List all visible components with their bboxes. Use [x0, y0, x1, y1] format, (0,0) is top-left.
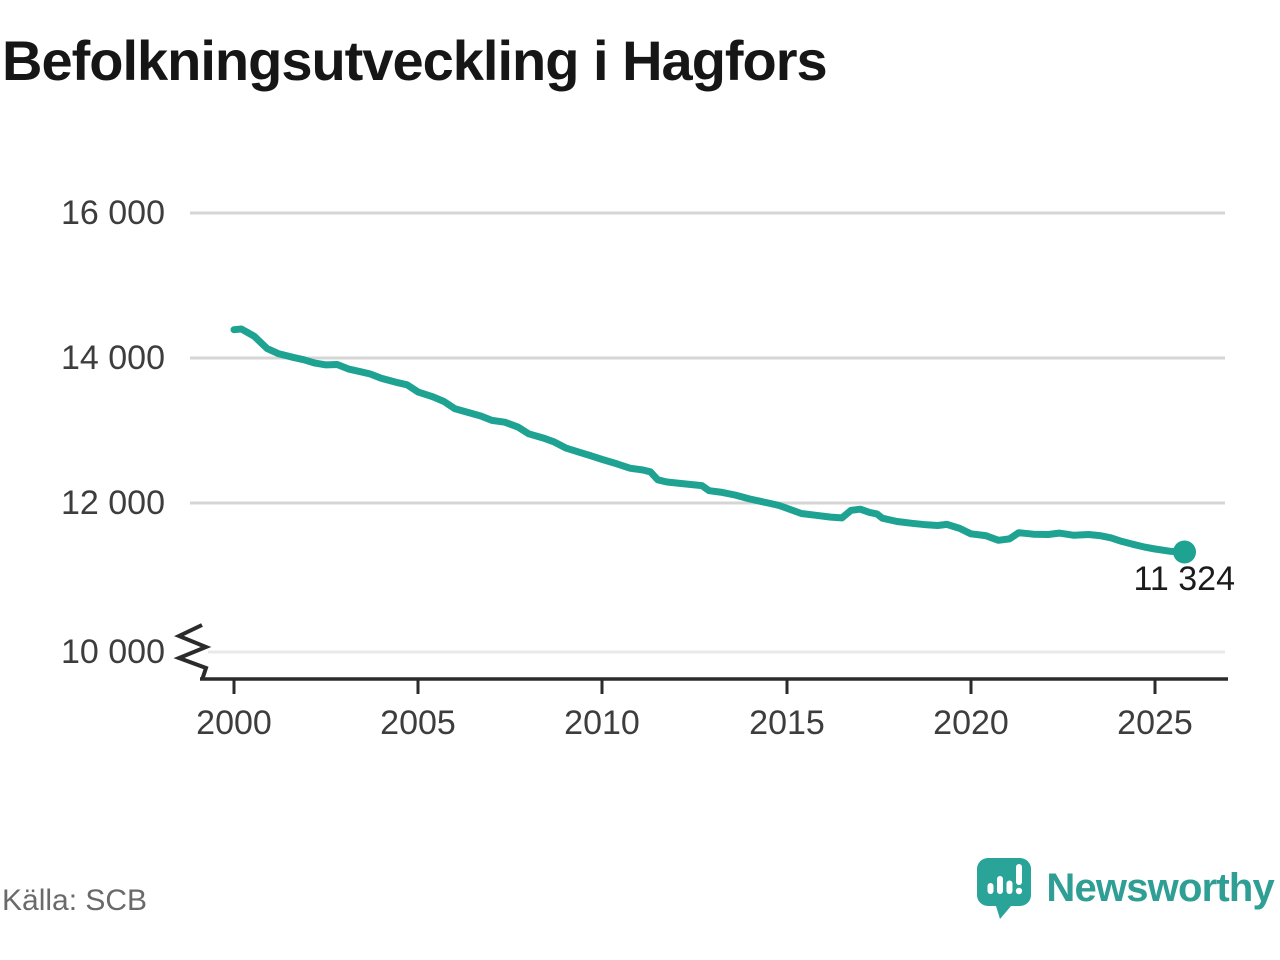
logo-exclamation-bar: [1016, 864, 1023, 885]
population-line: [230, 325, 1188, 556]
newsworthy-branding: Newsworthy: [975, 856, 1275, 920]
x-tick-label-2025: 2025: [1117, 704, 1193, 742]
logo-exclamation-dot: [1016, 887, 1023, 895]
newsworthy-wordmark: Newsworthy: [1046, 865, 1274, 910]
logo-bar-tall: [997, 876, 1004, 894]
newsworthy-logo-bubble: [977, 858, 1032, 919]
x-tick-label-2010: 2010: [564, 704, 640, 742]
source-note: Källa: SCB: [2, 884, 148, 917]
logo-bar-medium: [1006, 880, 1013, 894]
logo-bar-small: [987, 883, 994, 894]
newsworthy-logo-icon: [977, 858, 1032, 919]
y-tick-label-12000: 12 000: [61, 484, 165, 522]
latest-point-dot: [1173, 540, 1196, 564]
chart-title: Befolkningsutveckling i Hagfors: [2, 29, 828, 92]
latest-value-label: 11 324: [1133, 560, 1235, 598]
y-tick-label-14000: 14 000: [61, 339, 165, 377]
y-tick-label-16000: 16 000: [61, 194, 165, 232]
x-tick-label-2000: 2000: [196, 704, 272, 742]
x-tick-label-2015: 2015: [749, 704, 825, 742]
x-tick-label-2020: 2020: [933, 704, 1009, 742]
y-axis-break-icon: [173, 623, 212, 681]
y-tick-label-10000: 10 000: [61, 633, 165, 671]
x-tick-label-2005: 2005: [380, 704, 456, 742]
